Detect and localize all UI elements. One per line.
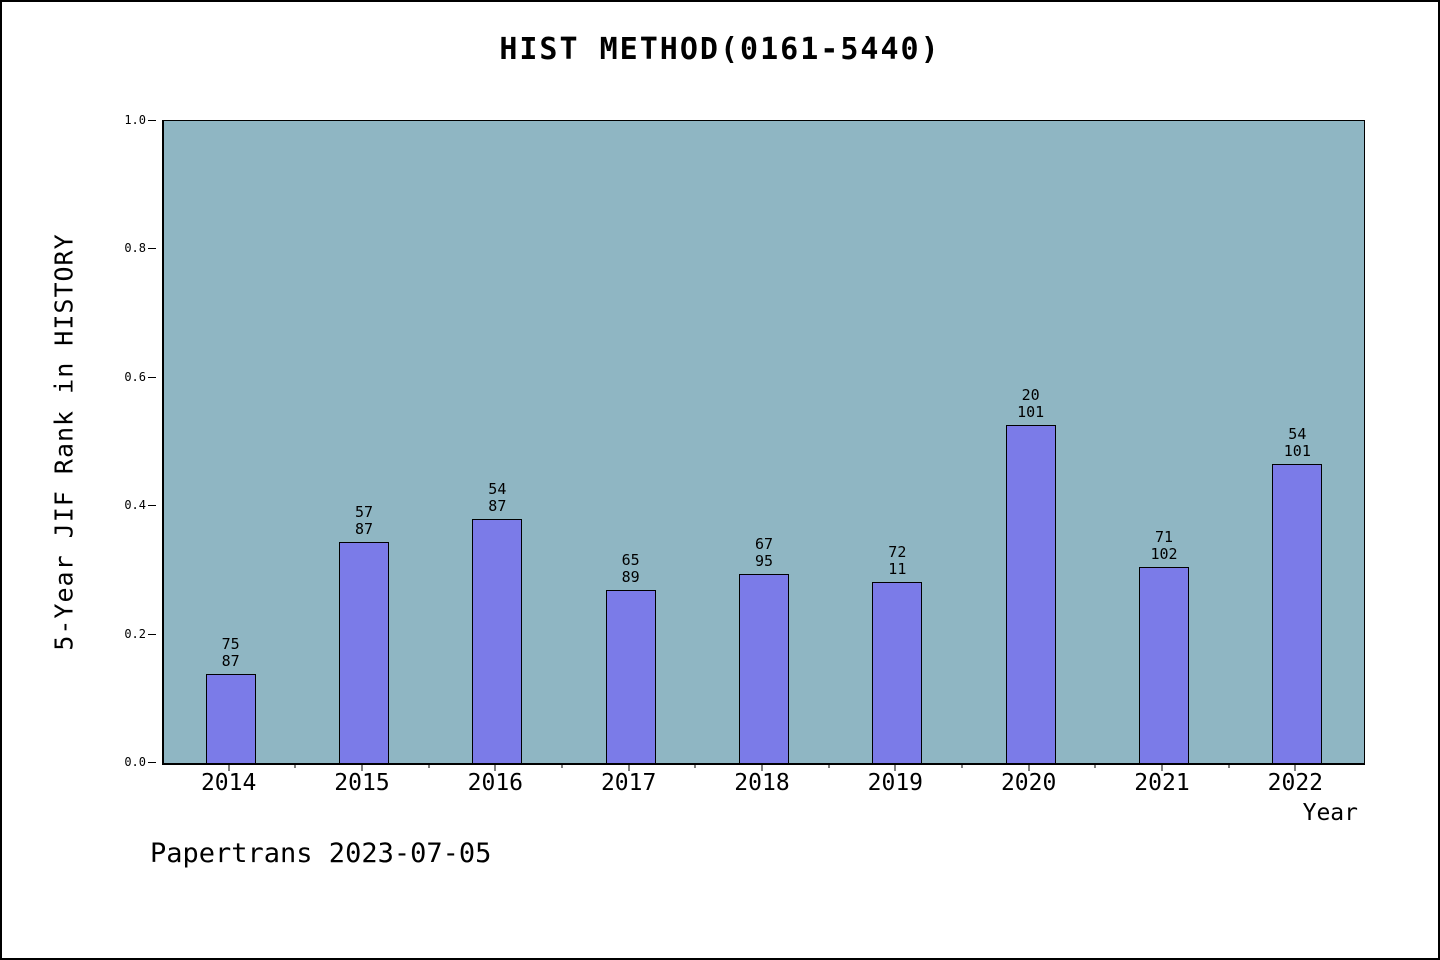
bar-2016 [472, 519, 523, 763]
bar-value-label-2021: 71 102 [1150, 528, 1178, 564]
x-axis-label: Year [1302, 800, 1358, 826]
y-tick-mark [148, 376, 156, 378]
bar-value-label-2022: 54 101 [1283, 425, 1311, 461]
x-minor-tick-mark [1228, 764, 1230, 768]
x-minor-tick-mark [428, 764, 430, 768]
bar-2018 [739, 573, 789, 763]
x-tick-label-2014: 2014 [200, 770, 257, 796]
x-tick-mark [1028, 764, 1030, 771]
x-minor-tick-mark [828, 764, 830, 768]
bar-value-label-2016: 54 87 [488, 480, 507, 516]
x-tick-label-2020: 2020 [1000, 770, 1057, 796]
x-tick-mark [361, 764, 363, 771]
bar-value-label-2019: 72 11 [888, 542, 907, 578]
x-tick-label-2021: 2021 [1134, 770, 1190, 796]
y-tick-label-0.2: 0.2 [124, 626, 146, 641]
bar-2020 [1005, 424, 1056, 763]
x-tick-mark [228, 764, 230, 771]
x-tick-label-2019: 2019 [867, 770, 924, 796]
bar-value-label-2017: 65 89 [621, 550, 640, 586]
y-tick-mark [148, 633, 156, 635]
bar-2017 [605, 589, 656, 763]
x-tick-mark [1294, 764, 1296, 771]
x-minor-tick-mark [1094, 764, 1096, 768]
x-tick-mark [1161, 764, 1163, 771]
x-tick-label-2022: 2022 [1267, 770, 1324, 796]
x-tick-mark [894, 764, 896, 771]
chart-title: HIST METHOD(0161-5440) [499, 32, 941, 67]
y-tick-mark [148, 248, 156, 250]
x-tick-mark [494, 764, 496, 771]
bar-value-label-2018: 67 95 [754, 534, 774, 570]
y-tick-label-0.8: 0.8 [124, 241, 146, 256]
bar-2021 [1139, 567, 1189, 763]
x-minor-tick-mark [694, 764, 696, 768]
y-tick-label-0.0: 0.0 [124, 755, 146, 769]
y-tick-mark [148, 120, 156, 121]
y-tick-mark [148, 505, 156, 507]
footer-watermark: Papertrans 2023-07-05 [150, 838, 492, 869]
bar-2014 [205, 674, 256, 763]
bar-value-label-2014: 75 87 [221, 635, 240, 671]
y-tick-mark [148, 762, 156, 763]
x-tick-label-2016: 2016 [467, 770, 524, 796]
x-minor-tick-mark [961, 764, 963, 768]
y-tick-label-0.6: 0.6 [124, 369, 146, 384]
x-minor-tick-mark [561, 764, 563, 768]
bar-2019 [872, 581, 923, 763]
bar-2015 [339, 541, 389, 763]
x-tick-label-2017: 2017 [600, 770, 657, 796]
x-minor-tick-mark [294, 764, 296, 768]
plot-area: 75 87 57 87 54 87 65 89 67 95 72 11 20 101 71 1… [162, 120, 1365, 765]
y-tick-label-0.4: 0.4 [124, 498, 146, 513]
x-tick-mark [628, 764, 630, 771]
bar-value-label-2020: 20 101 [1017, 385, 1045, 421]
bar-value-label-2015: 57 87 [354, 502, 374, 538]
y-tick-label-1.0: 1.0 [124, 113, 146, 127]
x-tick-label-2015: 2015 [334, 770, 390, 796]
y-axis-label: 5-Year JIF Rank in HISTORY [49, 233, 79, 651]
bar-2022 [1272, 464, 1323, 763]
x-tick-label-2018: 2018 [734, 770, 790, 796]
x-tick-mark [761, 764, 763, 771]
